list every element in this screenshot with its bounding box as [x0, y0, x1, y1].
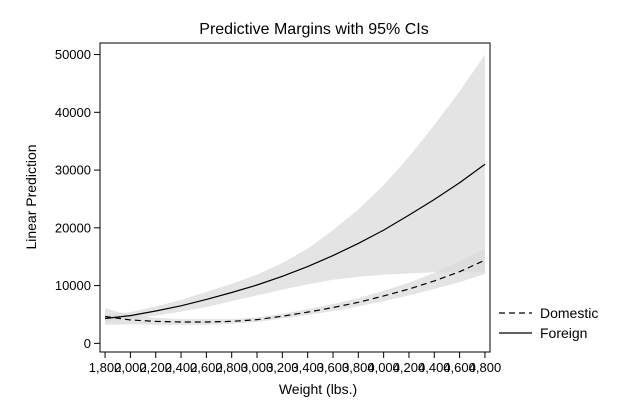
y-tick-label: 10000: [55, 278, 91, 293]
series-line-foreign: [104, 163, 486, 320]
x-tick-label: 4,600: [443, 360, 476, 375]
ci-band-foreign: [105, 54, 485, 322]
y-tick-label: 50000: [55, 47, 91, 62]
x-tick-label: 2,200: [139, 360, 172, 375]
x-tick-label: 2,000: [114, 360, 147, 375]
x-tick-label: 3,400: [291, 360, 324, 375]
x-tick-label: 4,400: [418, 360, 451, 375]
legend-label-domestic: Domestic: [540, 305, 598, 321]
x-axis-label: Weight (lbs.): [279, 381, 357, 397]
x-tick-label: 4,000: [367, 360, 400, 375]
series-line-domestic: [104, 259, 486, 323]
y-tick-label: 40000: [55, 105, 91, 120]
x-tick-label: 1,800: [89, 360, 122, 375]
y-tick-label: 20000: [55, 220, 91, 235]
x-tick-label: 2,400: [165, 360, 198, 375]
x-tick-label: 4,200: [393, 360, 426, 375]
y-tick-label: 0: [84, 336, 91, 351]
x-tick-label: 4,800: [469, 360, 502, 375]
x-tick-label: 3,600: [317, 360, 350, 375]
x-tick-label: 3,000: [241, 360, 274, 375]
y-tick-label: 30000: [55, 163, 91, 178]
x-tick-label: 3,800: [342, 360, 375, 375]
y-axis-label: Linear Prediction: [23, 144, 39, 249]
x-tick-label: 3,200: [266, 360, 299, 375]
chart-title: Predictive Margins with 95% CIs: [199, 21, 428, 38]
legend: Domestic Foreign: [499, 305, 598, 341]
plot-area: 0 10000 20000 30000 40000 50000 1,8002,0002,20…: [55, 42, 502, 375]
x-tick-label: 2,600: [190, 360, 223, 375]
legend-label-foreign: Foreign: [540, 325, 587, 341]
x-tick-label: 2,800: [215, 360, 248, 375]
